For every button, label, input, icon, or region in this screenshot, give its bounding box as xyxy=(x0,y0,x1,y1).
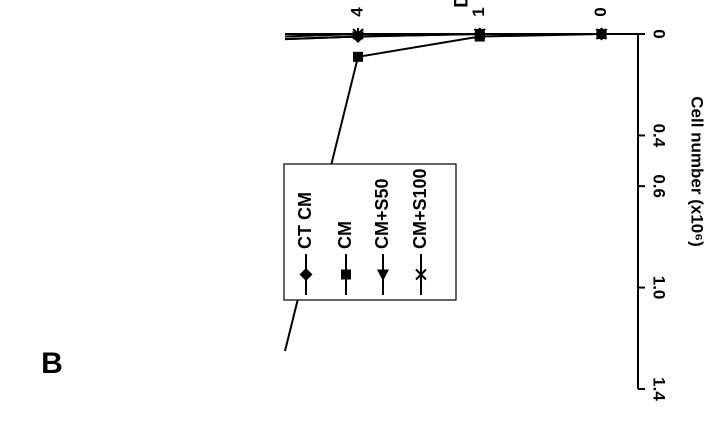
legend-marker-cm-s100 xyxy=(415,268,427,281)
legend-marker-cm xyxy=(341,269,351,280)
y-tick-label: 0.6 xyxy=(650,174,669,198)
legend-label-cm: CM xyxy=(335,221,355,249)
legend-box xyxy=(283,163,457,301)
plot-area: 0 1 4 Days 0 0.4 0.6 1.0 1.4 Cell number (x10⁶) C… xyxy=(283,0,707,401)
legend-label-cm-s100: CM+S100 xyxy=(410,168,430,249)
legend-marker-ct-cm xyxy=(299,268,313,281)
legend-marker-cm-s50 xyxy=(377,269,389,281)
marker-cm xyxy=(353,51,364,62)
series-markers xyxy=(351,27,608,62)
legend: CT CM CM CM+S50 CM+S100 xyxy=(283,163,457,301)
legend-label-cm-s50: CM+S50 xyxy=(372,178,392,249)
panel-label: B xyxy=(41,347,63,380)
y-tick-label: 0.4 xyxy=(650,124,669,148)
legend-label-ct-cm: CT CM xyxy=(295,192,315,249)
y-axis-title: Cell number (x10⁶) xyxy=(688,96,707,246)
y-tick-label: 1.0 xyxy=(650,276,669,300)
y-tick-label: 0 xyxy=(650,29,669,38)
tick-labels: 0 1 4 Days 0 0.4 0.6 1.0 1.4 Cell number (x10⁶) xyxy=(348,0,707,401)
marker-cm-s100 xyxy=(352,28,364,40)
x-axis-title: Days xyxy=(452,0,473,8)
y-tick-label: 1.4 xyxy=(650,377,669,401)
marker-cm-s100 xyxy=(474,28,486,40)
x-tick-label: 1 xyxy=(469,7,488,16)
series-line-cm-s100 xyxy=(284,33,602,38)
marker-cm-s100 xyxy=(595,28,608,40)
x-tick-label: 0 xyxy=(591,7,610,16)
marker-cm-s50 xyxy=(352,31,365,44)
x-tick-label: 4 xyxy=(348,7,367,17)
